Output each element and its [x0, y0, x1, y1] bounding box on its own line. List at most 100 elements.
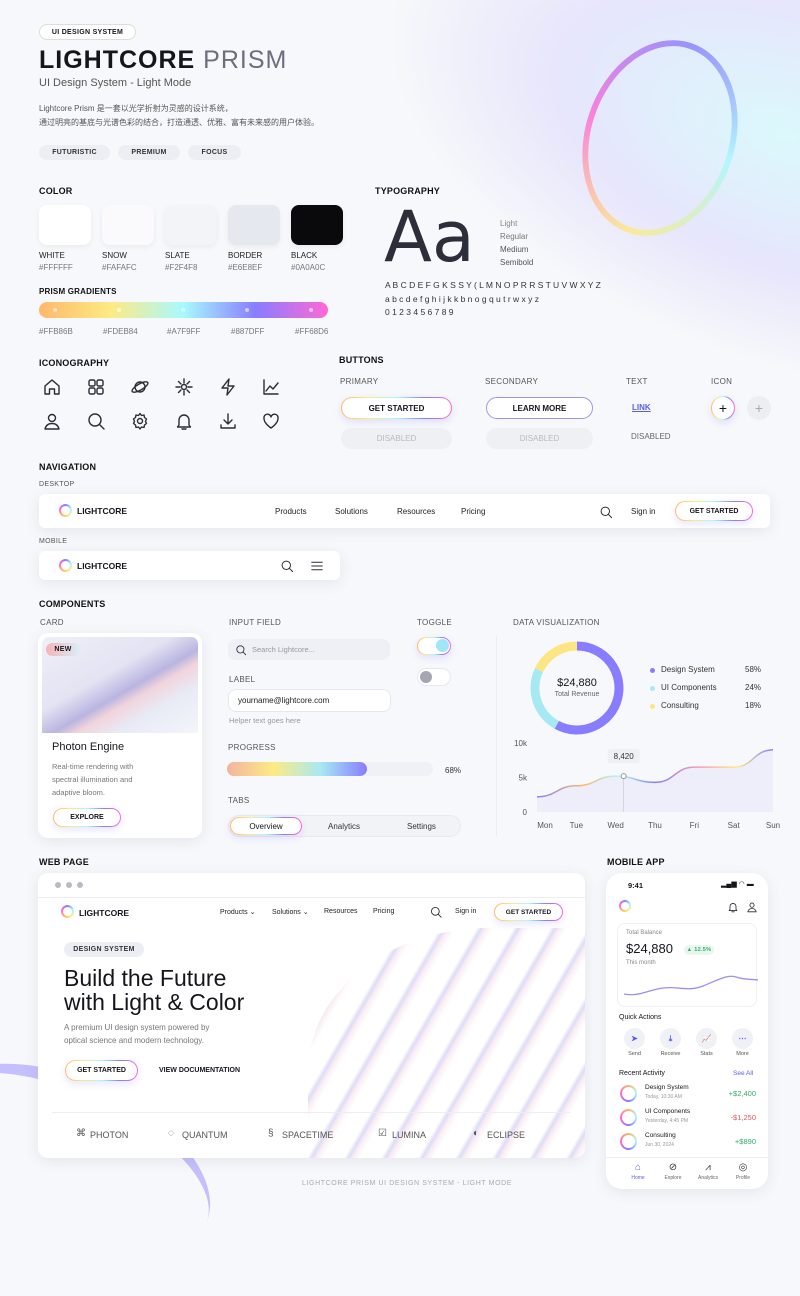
tab-analytics-icon[interactable]: ⩘	[705, 1162, 711, 1173]
alphabet-lower: a b c d e f g h i j k k b n o g q u t r …	[385, 294, 540, 304]
site-nav-pricing[interactable]: Pricing	[373, 908, 395, 915]
site-sign-in[interactable]: Sign in	[455, 908, 477, 915]
profile-icon[interactable]	[746, 901, 758, 913]
donut-slice-ui-components	[530, 668, 560, 729]
x-tick-label: Wed	[608, 821, 624, 830]
text-link-button[interactable]: LINK	[632, 403, 651, 412]
x-tick-label: Sat	[728, 821, 741, 830]
primary-button[interactable]: GET STARTED	[341, 397, 452, 419]
alphabet-upper: A B C D E F G K S S Y ( L M N O P R R S …	[385, 280, 601, 290]
search-icon[interactable]	[430, 906, 443, 919]
site-get-started-button[interactable]: GET STARTED	[494, 903, 563, 921]
swatch-name: SLATE	[165, 251, 190, 260]
quick-action-more-button[interactable]: ⋯	[732, 1028, 753, 1049]
gradient-stop-dot	[53, 308, 57, 312]
search-icon[interactable]	[280, 559, 294, 573]
tab-home[interactable]: Home	[631, 1175, 645, 1181]
secondary-button[interactable]: LEARN MORE	[486, 397, 593, 419]
browser-dots	[55, 882, 83, 888]
status-icons: ▂▄▆ ◠ ▬	[721, 881, 754, 888]
nav-link-products[interactable]: Products	[275, 507, 307, 516]
nav-link-solutions[interactable]: Solutions	[335, 507, 368, 516]
nav-brand[interactable]: LIGHTCORE	[77, 561, 128, 571]
desktop-nav-bar: LIGHTCORE Products Solutions Resources P…	[39, 494, 770, 528]
swatch-border	[228, 205, 280, 245]
menu-icon[interactable]	[310, 559, 325, 574]
icon-plus-disabled-button: +	[747, 396, 771, 420]
section-divider	[496, 636, 497, 836]
hero-get-started-button[interactable]: GET STARTED	[65, 1060, 138, 1081]
footer-text: LIGHTCORE PRISM UI DESIGN SYSTEM - LIGHT…	[302, 1180, 513, 1187]
swatch-name: BORDER	[228, 251, 263, 260]
partner-logo-icon: ◐	[473, 1128, 480, 1139]
tab-analytics[interactable]: Analytics	[328, 822, 361, 831]
donut-center-value: $24,880	[557, 677, 597, 689]
balance-label: Total Balance	[626, 930, 663, 936]
prism-ring	[557, 19, 763, 257]
weight-medium: Medium	[500, 245, 529, 254]
icon-plus-button[interactable]: +	[711, 396, 735, 420]
logo-icon	[619, 900, 631, 912]
toggle-off[interactable]	[417, 668, 451, 686]
tab-profile[interactable]: Profile	[735, 1175, 751, 1181]
search-placeholder: Search Lightcore...	[252, 645, 315, 654]
hero-desc: A premium UI design system powered by	[64, 1023, 210, 1032]
site-nav-products[interactable]: Products ⌄	[220, 909, 256, 916]
sparkle-icon	[174, 377, 194, 397]
heart-icon	[261, 411, 281, 431]
activity-icon	[620, 1085, 637, 1102]
gradient-stop-hex: #FFB86B	[39, 327, 73, 336]
search-icon[interactable]	[599, 505, 613, 519]
see-all-link[interactable]: See All	[733, 1070, 754, 1077]
tab-settings[interactable]: Settings	[407, 822, 436, 831]
hero-badge: DESIGN SYSTEM	[64, 942, 144, 957]
annotation-label: 8,420	[614, 752, 635, 761]
gear-icon	[130, 411, 150, 431]
partner-logo-icon: §	[268, 1128, 274, 1139]
partner-logo-icon: ⌘	[76, 1128, 86, 1139]
card-desc-line: spectral illumination and	[52, 775, 133, 784]
nav-link-resources[interactable]: Resources	[397, 507, 436, 516]
x-tick-label: Sun	[766, 821, 780, 830]
view-docs-link[interactable]: VIEW DOCUMENTATION	[159, 1067, 241, 1074]
helper-text: Helper text goes here	[229, 716, 301, 725]
site-brand[interactable]: LIGHTCORE	[79, 908, 130, 918]
site-nav-resources[interactable]: Resources	[324, 908, 358, 915]
nav-brand[interactable]: LIGHTCORE	[77, 506, 128, 516]
status-time: 9:41	[628, 881, 644, 890]
swatch-snow	[102, 205, 154, 245]
user-icon	[42, 411, 62, 431]
secondary-label: SECONDARY	[485, 377, 539, 386]
tab-home-icon[interactable]: ⌂	[634, 1162, 642, 1173]
swatch-black	[291, 205, 343, 245]
nav-get-started-button[interactable]: GET STARTED	[675, 501, 753, 521]
secondary-disabled-button: DISABLED	[486, 428, 593, 449]
legend-dot	[650, 704, 655, 709]
toggle-on[interactable]	[417, 637, 451, 655]
email-field[interactable]: yourname@lightcore.com	[228, 689, 391, 712]
tab-overview[interactable]: Overview	[230, 817, 302, 835]
type-sample: Aa	[384, 196, 475, 278]
logo-icon	[59, 504, 72, 517]
tab-analytics[interactable]: Analytics	[697, 1175, 718, 1181]
tab-explore[interactable]: Explore	[664, 1175, 682, 1181]
quick-action-send-button[interactable]: ➤	[624, 1028, 645, 1049]
swatch-hex: #E6E8EF	[228, 263, 263, 272]
activity-time: Jun 30, 2024	[645, 1142, 674, 1148]
bell-icon[interactable]	[727, 901, 739, 913]
quick-action-receive-button[interactable]: ⤓	[660, 1028, 681, 1049]
x-tick-label: Tue	[570, 821, 584, 830]
explore-button[interactable]: EXPLORE	[53, 808, 121, 827]
description-line: Lightcore Prism 是一套以光学折射为灵感的设计系统，	[39, 104, 233, 113]
text-label: TEXT	[626, 377, 648, 386]
tab-explore-icon[interactable]: ⊘	[668, 1162, 678, 1173]
search-input[interactable]: Search Lightcore...	[228, 639, 390, 660]
quick-action-stats-button[interactable]: 📈	[696, 1028, 717, 1049]
activity-time: Today, 10:30 AM	[645, 1094, 682, 1100]
tab-profile-icon[interactable]: ◎	[738, 1162, 748, 1173]
nav-link-pricing[interactable]: Pricing	[461, 507, 486, 516]
annotation-point[interactable]	[620, 773, 627, 780]
site-nav-solutions[interactable]: Solutions ⌄	[272, 909, 309, 916]
gradient-stop-hex: #FDEB84	[103, 327, 138, 336]
nav-sign-in[interactable]: Sign in	[631, 507, 656, 516]
